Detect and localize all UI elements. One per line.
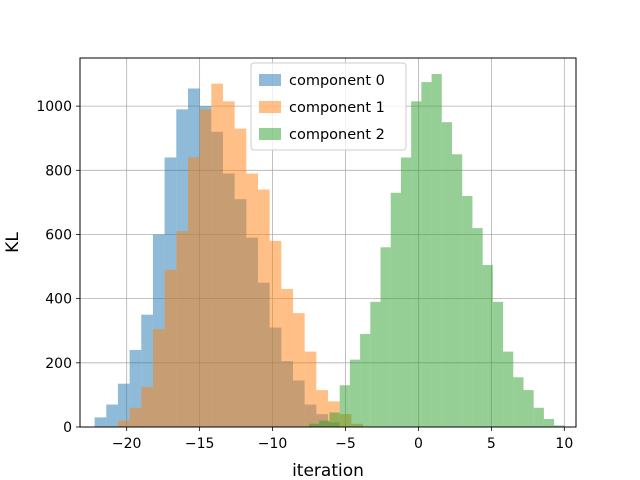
legend-label-1: component 1 [289, 100, 385, 116]
y-tick-label-2: 400 [45, 292, 72, 308]
y-tick-label-5: 1000 [36, 99, 72, 115]
bar-series-2-bin-20 [513, 377, 524, 427]
bar-series-2-bin-15 [462, 195, 473, 427]
plot-frame [79, 57, 577, 428]
bar-series-2-bin-23 [543, 418, 555, 427]
bar-series-2-bin-16 [472, 228, 483, 427]
bar-series-2-bin-6 [370, 301, 381, 427]
bar-series-1-bin-16 [304, 351, 317, 427]
legend-swatch-1 [259, 101, 281, 113]
bar-series-1-bin-3 [152, 329, 165, 427]
y-tick-label-3: 600 [45, 227, 72, 243]
bar-series-2-bin-1 [319, 420, 330, 427]
x-tick-label-4: 0 [414, 436, 423, 452]
bar-series-1-bin-9 [222, 101, 235, 428]
legend-swatch-2 [259, 128, 281, 140]
bar-series-2-bin-10 [411, 101, 422, 428]
bar-series-1-bin-4 [164, 269, 177, 427]
x-tick-label-1: −15 [185, 436, 215, 452]
legend-label-0: component 0 [289, 73, 385, 89]
bar-series-2-bin-0 [309, 423, 320, 427]
bar-series-2-bin-3 [339, 385, 350, 427]
bar-series-1-bin-15 [292, 313, 305, 427]
legend: component 0 component 1 component 2 [250, 62, 407, 151]
x-tick-label-6: 10 [555, 436, 573, 452]
x-axis-label: iteration [292, 461, 364, 480]
bar-series-1-bin-8 [211, 83, 223, 428]
bar-series-0-bin-3 [129, 349, 142, 427]
bar-series-2-bin-9 [400, 157, 412, 428]
legend-box [250, 62, 407, 151]
y-tick-label-4: 800 [45, 163, 72, 179]
bar-series-2-bin-22 [533, 407, 544, 427]
bar-series-1-bin-13 [269, 240, 282, 427]
bar-series-0-bin-2 [117, 383, 130, 427]
bar-series-2-bin-14 [452, 154, 463, 427]
bar-series-1-bin-17 [316, 390, 328, 427]
bar-series-2-bin-21 [523, 390, 534, 427]
histogram-bars [94, 74, 565, 428]
bar-series-1-bin-1 [129, 407, 142, 427]
axis-ticks: −20 −15 −10 −5 0 5 10 0 200 400 600 800 1000 [36, 99, 573, 452]
bar-series-1-bin-7 [199, 109, 212, 428]
bar-series-1-bin-14 [281, 289, 293, 427]
y-tick-label-0: 0 [63, 420, 72, 436]
bar-series-2-bin-24 [554, 425, 565, 427]
bar-series-2-bin-17 [482, 264, 493, 427]
bar-series-0-bin-0 [94, 417, 107, 427]
bar-series-1-bin-2 [141, 386, 153, 427]
legend-label-2: component 2 [289, 127, 385, 143]
bar-series-2-bin-4 [349, 359, 361, 427]
bar-series-1-bin-5 [176, 231, 188, 427]
bar-series-2-bin-2 [329, 412, 340, 427]
bar-series-1-bin-0 [117, 420, 130, 427]
bar-series-1-bin-11 [246, 173, 258, 427]
bar-series-1-bin-10 [234, 128, 247, 427]
bar-series-2-bin-8 [390, 192, 401, 427]
y-axis-label: KL [3, 232, 23, 253]
bar-series-1-bin-6 [187, 157, 200, 428]
bar-series-2-bin-5 [360, 333, 371, 427]
bar-series-0-bin-4 [141, 314, 153, 427]
x-tick-label-3: −5 [335, 436, 356, 452]
bar-series-2-bin-7 [380, 247, 391, 427]
x-tick-label-2: −10 [258, 436, 288, 452]
bar-series-1-bin-12 [257, 189, 270, 427]
bar-series-2-bin-18 [492, 301, 504, 427]
bar-series-2-bin-19 [503, 351, 514, 427]
bar-series-2-bin-13 [441, 122, 452, 427]
bar-series-2-bin-12 [431, 74, 442, 427]
x-tick-label-5: 5 [487, 436, 496, 452]
x-tick-label-0: −20 [112, 436, 142, 452]
bar-series-2-bin-11 [421, 82, 432, 427]
legend-swatch-0 [259, 74, 281, 86]
y-tick-label-1: 200 [45, 356, 72, 372]
bar-series-0-bin-1 [106, 404, 118, 427]
